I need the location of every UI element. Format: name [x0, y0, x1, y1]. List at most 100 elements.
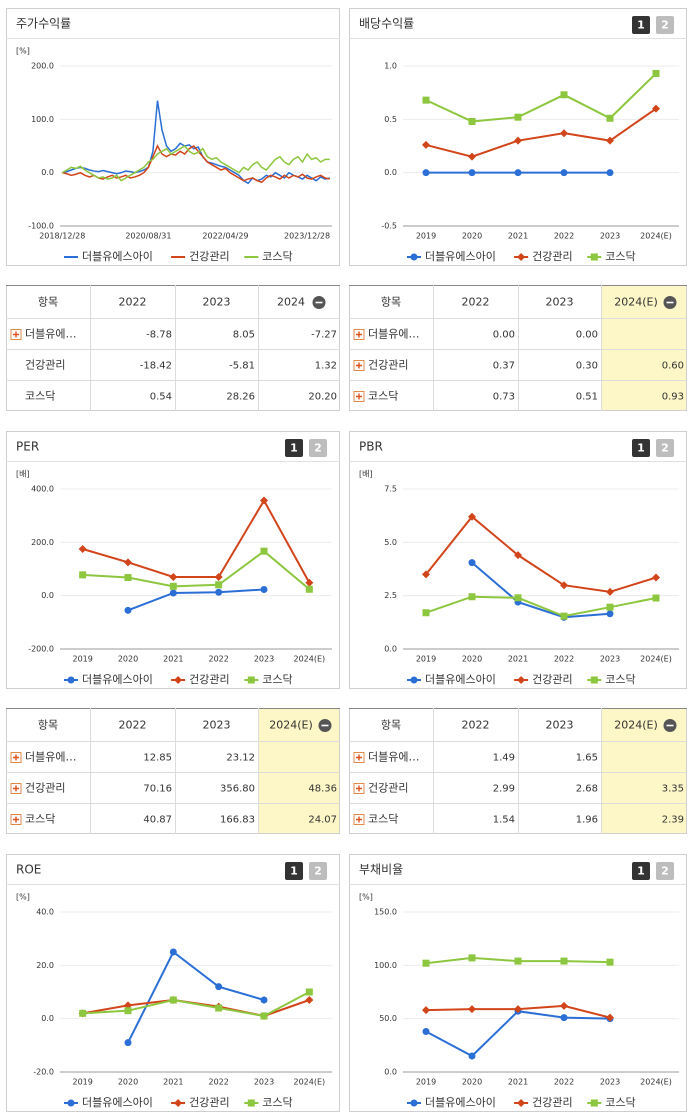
marker: [606, 587, 614, 596]
table-cell: 0.37: [493, 361, 515, 372]
series-line: [425, 107, 657, 158]
marker: [606, 1013, 614, 1022]
tab-button[interactable]: [309, 439, 327, 457]
marker: [124, 558, 132, 567]
marker: [215, 581, 223, 589]
tab-label[interactable]: 2: [661, 19, 669, 32]
tab-label[interactable]: 2: [661, 865, 669, 878]
x-tick-label: 2022: [554, 232, 574, 241]
tab-button[interactable]: [632, 862, 650, 880]
panel-title: PBR: [359, 440, 383, 454]
tab-label[interactable]: 1: [290, 865, 298, 878]
marker: [67, 1099, 75, 1107]
table-cell: -18.42: [140, 361, 172, 372]
marker: [79, 1009, 87, 1017]
tab-label[interactable]: 1: [290, 442, 298, 455]
expand-icon-plus[interactable]: [356, 362, 362, 369]
table-cell: 1.32: [315, 361, 337, 372]
tab-button[interactable]: [656, 439, 674, 457]
x-tick-label: 2021: [508, 655, 528, 664]
row-name: 건강관리: [25, 359, 65, 372]
panel-title: 부채비율: [359, 863, 403, 877]
tab-button[interactable]: [632, 439, 650, 457]
table-cell: -7.27: [311, 330, 337, 341]
expand-icon-plus[interactable]: [356, 754, 362, 761]
tab-button[interactable]: [285, 862, 303, 880]
legend-label: 더블유에스아이: [82, 250, 153, 263]
marker: [305, 988, 313, 996]
row-name[interactable]: 더블유에…: [368, 328, 419, 341]
tab-button[interactable]: [656, 862, 674, 880]
row-name[interactable]: 건강관리: [368, 782, 408, 795]
legend-label: 더블유에스아이: [425, 673, 496, 686]
legend-label: 더블유에스아이: [82, 1096, 153, 1109]
expand-icon-plus[interactable]: [13, 816, 19, 823]
expand-icon-plus[interactable]: [356, 331, 362, 338]
unit-label: [%]: [16, 893, 30, 902]
tab-button[interactable]: [309, 862, 327, 880]
tab-label[interactable]: 1: [637, 19, 645, 32]
table-cell: 0.00: [576, 330, 598, 341]
marker: [260, 1012, 268, 1020]
tab-label[interactable]: 1: [637, 865, 645, 878]
tab-button[interactable]: [632, 16, 650, 34]
row-name[interactable]: 더블유에…: [368, 751, 419, 764]
expand-icon-plus[interactable]: [13, 754, 19, 761]
marker: [606, 114, 614, 122]
table-cell: 0.73: [493, 392, 515, 403]
expand-icon-plus[interactable]: [356, 816, 362, 823]
expand-icon-plus[interactable]: [356, 393, 362, 400]
expand-icon-plus[interactable]: [13, 785, 19, 792]
tab-button[interactable]: [285, 439, 303, 457]
row-name[interactable]: 더블유에…: [25, 328, 76, 341]
marker: [169, 948, 177, 956]
x-tick-label: 2024(E): [640, 232, 672, 241]
marker: [78, 545, 87, 553]
tab-label[interactable]: 1: [637, 442, 645, 455]
marker: [468, 954, 476, 962]
marker: [468, 512, 476, 521]
table-cell: 0.60: [662, 361, 684, 372]
marker: [652, 594, 660, 602]
legend-label: 더블유에스아이: [425, 1096, 496, 1109]
table-cell: 24.07: [308, 815, 337, 826]
marker: [169, 996, 177, 1004]
tab-label[interactable]: 2: [661, 442, 669, 455]
row-name[interactable]: 코스닥: [368, 390, 398, 403]
series-line: [471, 561, 611, 619]
table-cell: 1.96: [576, 815, 598, 826]
marker: [79, 571, 87, 579]
expand-icon-plus[interactable]: [356, 785, 362, 792]
y-tick-label: 100.0: [374, 961, 397, 970]
x-tick-label: 2024(E): [294, 1078, 326, 1087]
marker: [514, 957, 522, 965]
marker: [606, 169, 614, 177]
marker: [468, 593, 476, 601]
row-name[interactable]: 더블유에…: [25, 751, 76, 764]
y-tick-label: 400.0: [31, 485, 54, 494]
marker: [247, 676, 255, 684]
marker: [468, 1052, 476, 1060]
panel-title: 배당수익률: [359, 17, 414, 31]
row-name[interactable]: 건강관리: [368, 359, 408, 372]
tab-label[interactable]: 2: [314, 865, 322, 878]
row-name[interactable]: 코스닥: [368, 813, 398, 826]
marker: [124, 1007, 132, 1015]
table-header: 2024(E): [614, 296, 658, 309]
marker: [514, 136, 522, 145]
marker: [124, 606, 132, 614]
marker: [606, 603, 614, 611]
tab-label[interactable]: 2: [314, 442, 322, 455]
row-name[interactable]: 건강관리: [25, 782, 65, 795]
marker: [514, 594, 522, 602]
x-tick-label: 2019: [72, 655, 92, 664]
x-tick-label: 2022: [554, 655, 574, 664]
series-line: [425, 515, 657, 593]
legend-label: 건강관리: [189, 250, 229, 263]
row-name[interactable]: 코스닥: [25, 813, 55, 826]
series-line: [82, 549, 310, 591]
table-cell: 0.93: [662, 392, 684, 403]
tab-button[interactable]: [656, 16, 674, 34]
expand-icon-plus[interactable]: [13, 331, 19, 338]
marker: [174, 1099, 183, 1107]
